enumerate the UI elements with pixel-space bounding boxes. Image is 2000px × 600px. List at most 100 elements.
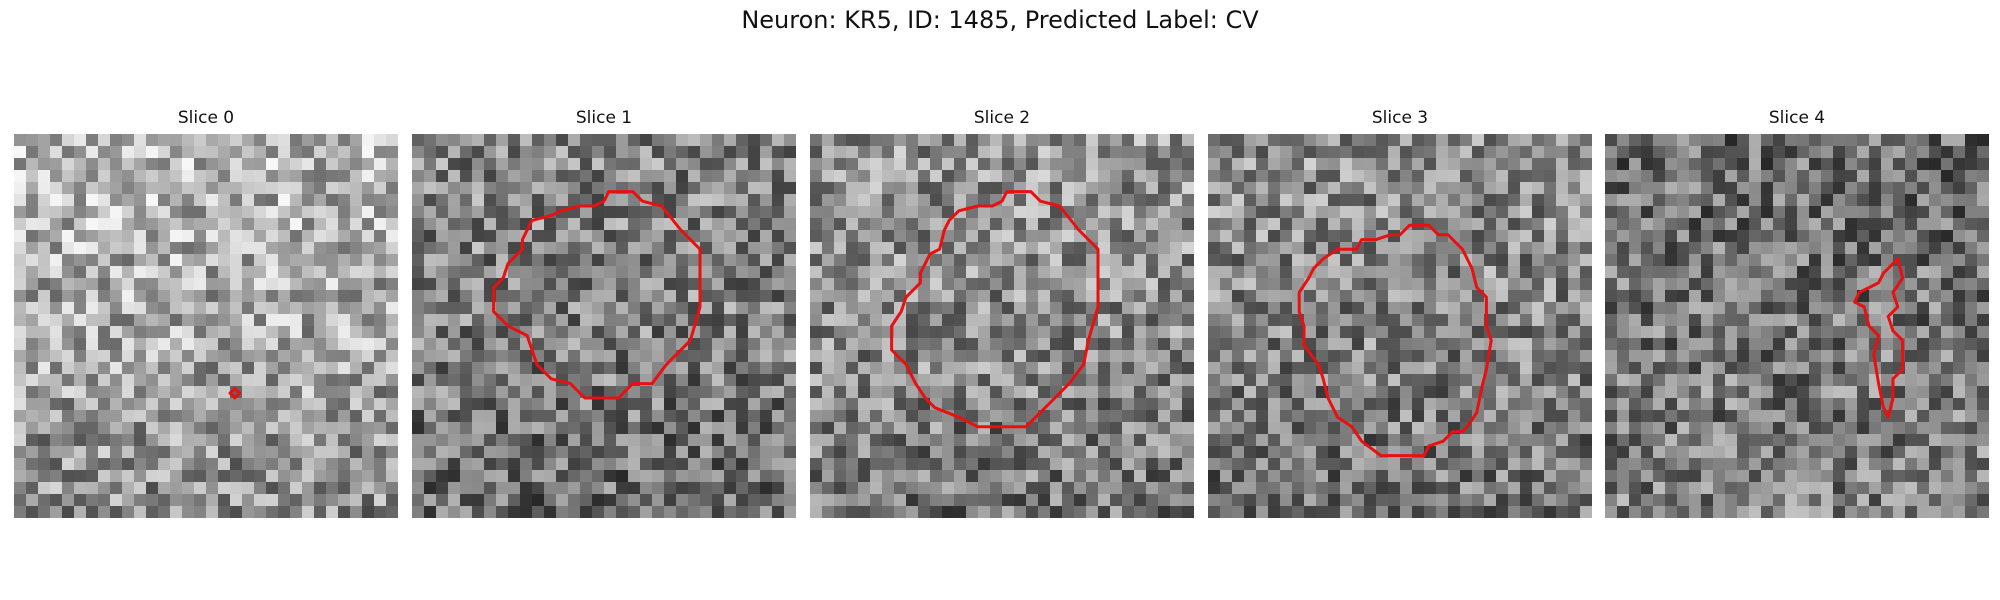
pixel	[628, 326, 641, 339]
pixel	[834, 398, 847, 411]
pixel	[870, 374, 883, 387]
pixel	[724, 290, 737, 303]
pixel	[1821, 254, 1834, 267]
pixel	[1749, 386, 1762, 399]
pixel	[1472, 302, 1485, 315]
pixel	[1881, 134, 1894, 147]
pixel	[1074, 314, 1087, 327]
pixel	[664, 158, 677, 171]
pixel	[1629, 230, 1642, 243]
pixel	[990, 362, 1003, 375]
pixel	[1580, 218, 1592, 231]
pixel	[38, 362, 51, 375]
pixel	[882, 350, 895, 363]
pixel	[1316, 134, 1329, 147]
pixel	[484, 254, 497, 267]
pixel	[266, 302, 279, 315]
pixel	[604, 242, 617, 255]
pixel	[616, 278, 629, 291]
pixel	[652, 398, 665, 411]
pixel	[1809, 338, 1822, 351]
pixel	[472, 230, 485, 243]
pixel	[266, 362, 279, 375]
pixel	[556, 146, 569, 159]
pixel	[38, 470, 51, 483]
pixel	[302, 158, 315, 171]
pixel	[1496, 434, 1509, 447]
pixel	[1508, 350, 1521, 363]
pixel	[1364, 362, 1377, 375]
pixel	[436, 134, 449, 147]
pixel	[592, 398, 605, 411]
pixel	[846, 158, 859, 171]
pixel	[1869, 206, 1882, 219]
pixel	[1568, 458, 1581, 471]
pixel	[484, 314, 497, 327]
pixel	[1580, 338, 1592, 351]
pixel	[1208, 470, 1221, 483]
pixel	[1893, 182, 1906, 195]
pixel	[122, 302, 135, 315]
pixel	[122, 494, 135, 507]
pixel	[1388, 146, 1401, 159]
pixel	[664, 338, 677, 351]
pixel	[978, 434, 991, 447]
pixel	[374, 386, 387, 399]
pixel	[1460, 434, 1473, 447]
pixel	[1617, 206, 1630, 219]
pixel	[14, 218, 27, 231]
pixel	[906, 434, 919, 447]
pixel	[616, 494, 629, 507]
pixel	[496, 302, 509, 315]
pixel	[760, 290, 773, 303]
pixel	[712, 194, 725, 207]
pixel	[676, 446, 689, 459]
pixel	[386, 506, 398, 518]
pixel	[1580, 494, 1592, 507]
pixel	[1146, 422, 1159, 435]
pixel	[520, 398, 533, 411]
pixel	[1460, 218, 1473, 231]
pixel	[532, 410, 545, 423]
pixel	[1845, 410, 1858, 423]
pixel	[1098, 302, 1111, 315]
pixel	[122, 374, 135, 387]
pixel	[1050, 374, 1063, 387]
pixel	[1268, 314, 1281, 327]
pixel	[472, 242, 485, 255]
pixel	[1364, 266, 1377, 279]
pixel	[38, 314, 51, 327]
pixel	[1677, 134, 1690, 147]
pixel	[676, 362, 689, 375]
pixel	[1002, 494, 1015, 507]
pixel	[1929, 422, 1942, 435]
pixel	[448, 158, 461, 171]
pixel	[1556, 194, 1569, 207]
pixel	[218, 458, 231, 471]
pixel	[592, 362, 605, 375]
pixel	[882, 290, 895, 303]
pixel	[1797, 218, 1810, 231]
pixel	[882, 374, 895, 387]
pixel	[374, 158, 387, 171]
pixel	[930, 158, 943, 171]
pixel	[1256, 206, 1269, 219]
pixel	[412, 158, 425, 171]
pixel	[1797, 362, 1810, 375]
pixel	[1002, 302, 1015, 315]
pixel	[676, 146, 689, 159]
pixel	[640, 362, 653, 375]
pixel	[1653, 446, 1666, 459]
pixel	[568, 350, 581, 363]
pixel	[1785, 254, 1798, 267]
pixel	[1304, 362, 1317, 375]
pixel	[254, 434, 267, 447]
pixel	[1905, 218, 1918, 231]
pixel	[954, 158, 967, 171]
pixel	[1328, 302, 1341, 315]
pixel	[1857, 362, 1870, 375]
pixel	[894, 494, 907, 507]
pixel	[846, 278, 859, 291]
pixel	[38, 386, 51, 399]
pixel	[1208, 194, 1221, 207]
